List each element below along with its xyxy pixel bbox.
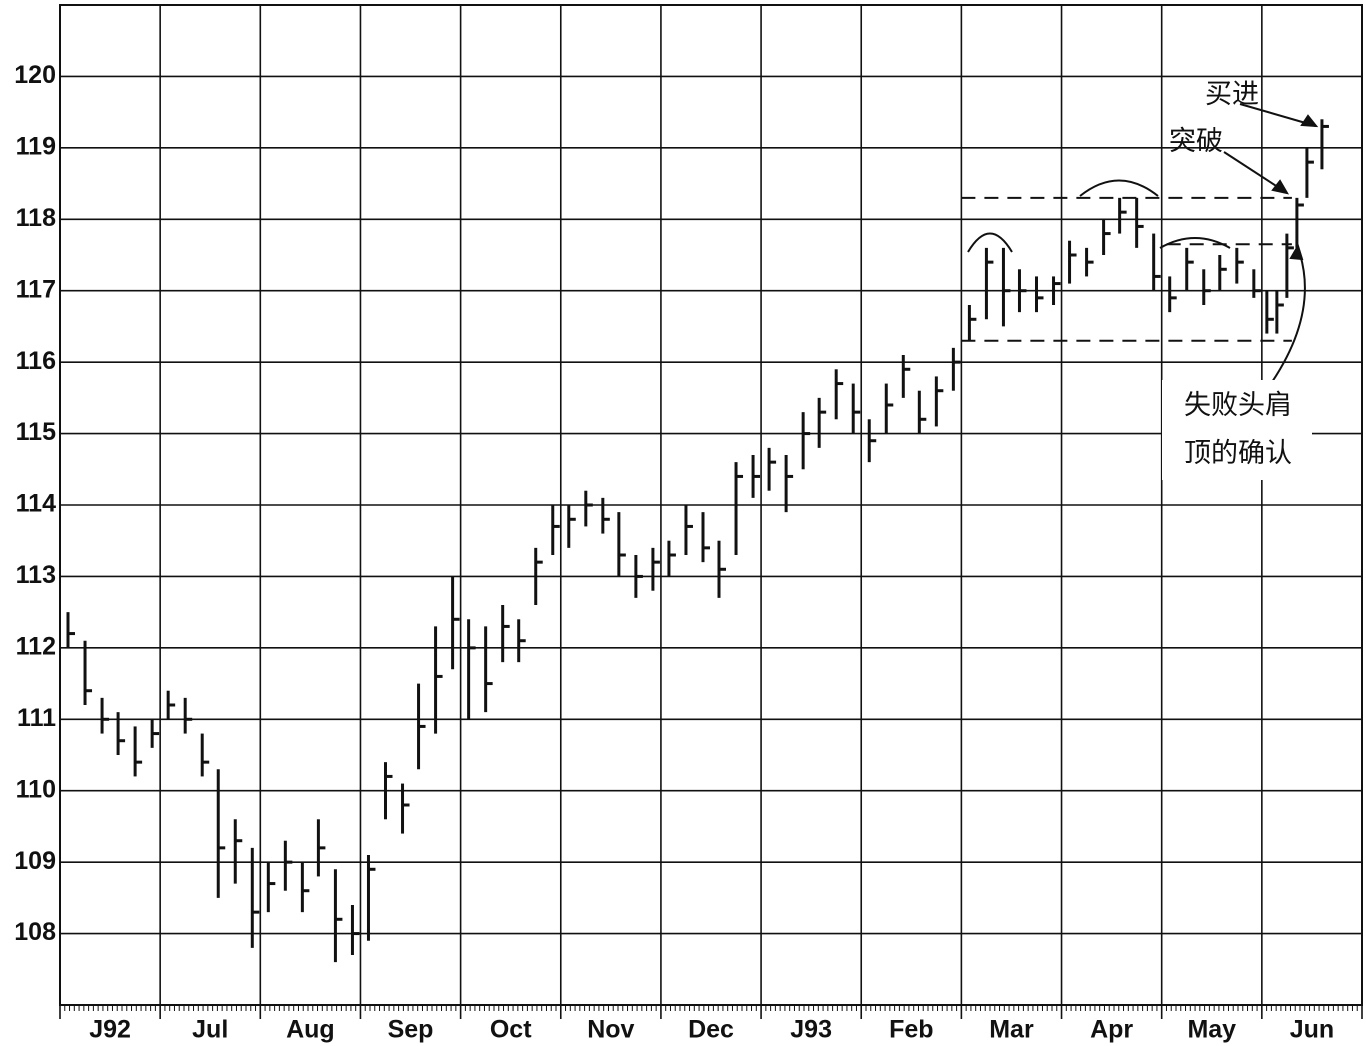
shoulder-arc [967,232,1013,253]
y-tick-label: 112 [16,632,56,660]
y-tick-label: 108 [14,918,56,946]
y-tick-label: 120 [14,61,56,89]
y-tick-label: 117 [16,275,56,303]
x-tick-label: Aug [286,1016,335,1044]
annotation-shapes [967,103,1319,383]
x-tick-label: Mar [989,1016,1034,1044]
grid [59,4,1363,1019]
head-arc [1079,179,1159,197]
y-tick-label: 109 [14,847,56,875]
y-tick-label: 111 [17,704,56,732]
x-tick-label: Jul [192,1016,228,1044]
x-tick-label: May [1187,1016,1236,1044]
x-tick-label: J92 [89,1016,131,1044]
y-tick-label: 113 [16,561,56,589]
x-tick-label: Sep [388,1016,434,1044]
annotation: 突破 [1169,126,1223,156]
y-tick-label: 114 [16,490,56,518]
annotation: 失败头肩 [1184,390,1292,420]
x-tick-label: J93 [790,1016,832,1044]
annotation: 顶的确认 [1184,438,1292,468]
arrow-head [1300,114,1319,128]
annotation: 买进 [1205,79,1259,109]
y-tick-label: 110 [16,775,56,803]
x-tick-label: Jun [1290,1016,1334,1044]
y-tick-label: 115 [16,418,56,446]
arrow-line [1271,247,1306,383]
x-tick-label: Nov [587,1016,634,1044]
x-tick-label: Apr [1090,1016,1133,1044]
x-tick-label: Dec [688,1016,734,1044]
y-tick-label: 116 [16,347,56,375]
label-box [1162,380,1312,480]
y-tick-label: 119 [16,132,56,160]
x-tick-label: Feb [889,1016,933,1044]
arrow-head [1289,243,1304,261]
x-tick-label: Oct [490,1016,532,1044]
shoulder-arc [1159,237,1231,249]
y-tick-label: 118 [16,204,56,232]
arrow-head [1271,179,1290,195]
